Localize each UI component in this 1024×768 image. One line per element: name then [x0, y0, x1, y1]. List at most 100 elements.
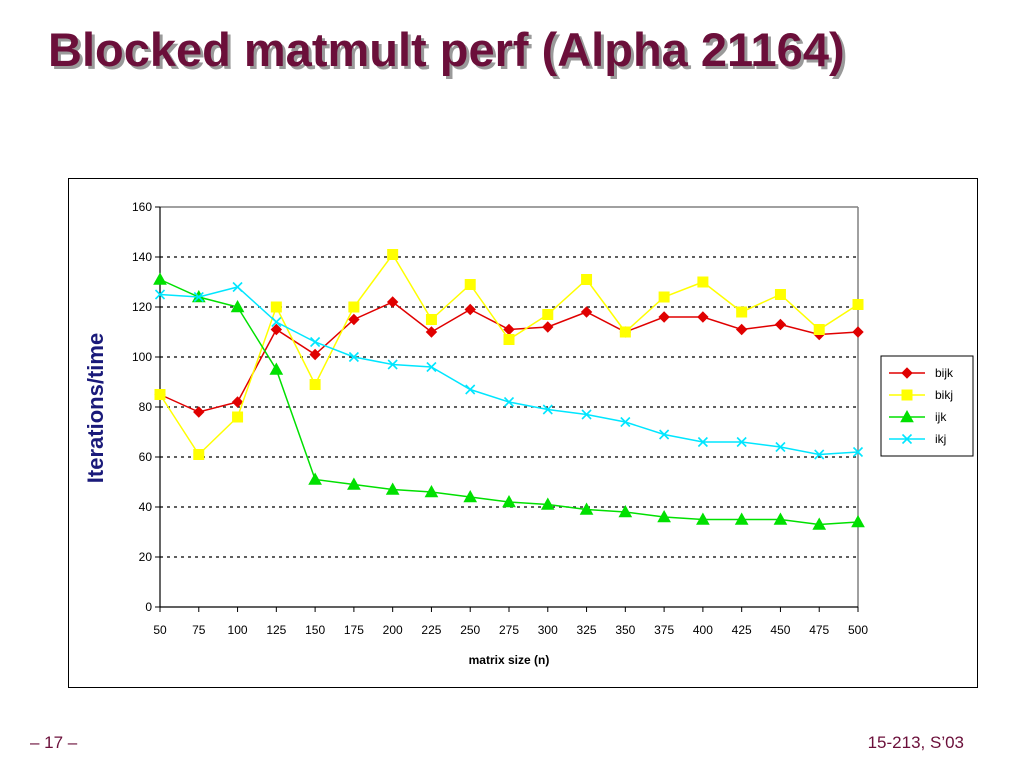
data-point-bikj [581, 274, 593, 285]
x-tick-label: 375 [654, 623, 674, 637]
y-tick-label: 140 [132, 250, 152, 264]
data-point-ijk [230, 299, 245, 313]
data-point-ijk [308, 472, 322, 485]
data-point-ikj [697, 436, 708, 448]
data-point-ikj [193, 291, 204, 303]
data-point-bikj [232, 411, 244, 423]
data-point-ijk [773, 512, 788, 525]
legend-marker-ijk [900, 409, 914, 423]
series-line-bikj [159, 253, 859, 456]
data-point-bijk [425, 326, 438, 338]
data-point-bijk [348, 313, 360, 326]
data-point-ikj [736, 436, 747, 448]
y-axis-label: Iterations/time [83, 332, 108, 484]
data-point-bikj [658, 291, 670, 303]
x-tick-label: 150 [305, 623, 325, 637]
chart-frame: 0 20 40 60 80 100 120 140 160 50 75 100 125 150 175 200… [68, 178, 978, 688]
data-point-bijk [270, 323, 283, 336]
y-tick-label: 40 [139, 500, 153, 514]
data-point-bijk [231, 396, 244, 408]
data-point-ikj [620, 416, 631, 428]
data-point-ikj [232, 281, 243, 293]
data-point-ikj [465, 384, 476, 395]
data-point-bijk [697, 311, 709, 323]
x-tick-label: 225 [421, 623, 441, 637]
data-point-ijk [851, 514, 865, 528]
data-point-ijk [502, 494, 516, 508]
legend-label-bikj: bikj [935, 388, 953, 402]
data-point-bikj [852, 299, 864, 310]
y-tick-label: 100 [132, 350, 152, 364]
data-point-ijk [269, 362, 284, 375]
x-tick-label: 400 [693, 623, 713, 637]
data-point-bijk [774, 318, 787, 331]
data-point-bijk [386, 296, 399, 308]
data-point-ijk [385, 482, 400, 495]
legend-label-bijk: bijk [935, 366, 954, 380]
data-point-bijk [503, 323, 515, 336]
x-tick-label: 200 [383, 623, 403, 637]
data-point-bikj [348, 301, 360, 313]
data-point-ijk [540, 497, 555, 510]
data-point-ikj [348, 351, 359, 363]
data-point-bijk [852, 326, 864, 338]
x-tick-label: 350 [615, 623, 635, 637]
data-point-ijk [347, 477, 361, 490]
x-tick-label: 450 [770, 623, 790, 637]
data-point-bikj [464, 279, 476, 290]
data-point-bijk [309, 348, 321, 361]
data-point-ijk [734, 512, 749, 525]
data-point-ijk [579, 502, 594, 515]
data-point-ijk [424, 484, 439, 498]
data-point-bijk [735, 323, 748, 336]
data-point-bijk [464, 303, 476, 316]
y-tick-label: 120 [132, 300, 152, 314]
x-axis-label: matrix size (n) [469, 653, 550, 667]
legend-marker-ikj [901, 433, 913, 445]
data-point-bijk [580, 306, 593, 318]
data-point-ikj [310, 336, 321, 348]
data-point-ikj [154, 289, 166, 300]
x-tick-label: 475 [809, 623, 829, 637]
data-point-bikj [193, 449, 205, 460]
series-line-ikj [159, 286, 859, 456]
data-point-bijk [542, 321, 554, 333]
y-tick-label: 0 [145, 600, 152, 614]
data-point-ijk [463, 489, 478, 503]
data-point-bikj [542, 309, 554, 320]
x-tick-label: 325 [577, 623, 597, 637]
data-point-ijk [657, 509, 671, 523]
data-point-ikj [271, 316, 282, 328]
legend-label-ikj: ikj [935, 432, 946, 446]
legend-label-ijk: ijk [935, 410, 947, 424]
x-tick-label: 300 [538, 623, 558, 637]
x-tick-label: 500 [848, 623, 868, 637]
course-label: 15-213, S’03 [867, 733, 964, 752]
data-point-ikj [387, 359, 398, 370]
y-tick-label: 80 [139, 400, 153, 414]
data-point-bikj [154, 389, 166, 400]
data-point-ikj [659, 429, 670, 440]
data-point-bikj [619, 326, 631, 338]
legend-box [880, 355, 974, 457]
data-point-ijk [696, 512, 710, 525]
data-point-ikj [503, 396, 515, 408]
legend-marker-bijk [901, 367, 913, 379]
y-tick-label: 20 [139, 550, 153, 564]
data-point-bikj [736, 306, 748, 318]
x-tick-label: 100 [228, 623, 248, 637]
data-point-bikj [774, 289, 786, 300]
data-point-ikj [852, 446, 864, 458]
data-point-ikj [542, 404, 553, 415]
x-tick-label: 75 [192, 623, 206, 637]
data-point-bikj [309, 379, 321, 390]
x-tick-label: 250 [460, 623, 480, 637]
data-point-ikj [775, 441, 786, 453]
data-point-bikj [503, 334, 515, 345]
data-point-ikj [426, 361, 437, 373]
data-point-bijk [193, 406, 205, 418]
data-point-ijk [618, 504, 633, 518]
series-line-bijk [159, 301, 859, 413]
slide-number: – 17 – [30, 733, 78, 752]
data-point-ijk [153, 272, 167, 285]
